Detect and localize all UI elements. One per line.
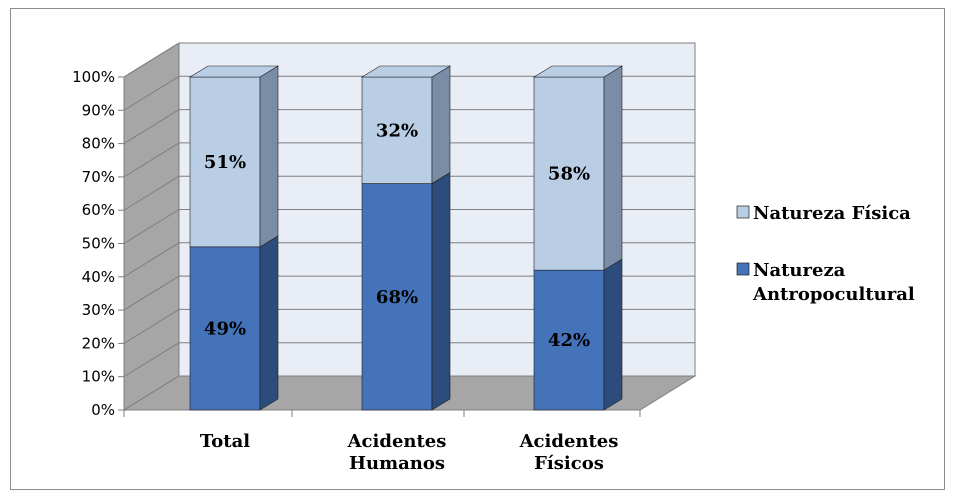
legend-label-line: Natureza: [753, 260, 846, 281]
y-tick-label: 60%: [82, 201, 115, 219]
legend-swatch: [737, 263, 749, 275]
y-tick-label: 100%: [72, 68, 115, 86]
x-category-label-line: Acidentes: [519, 431, 619, 452]
legend-label-line: Natureza Física: [753, 203, 911, 224]
bar-fisica-2-side: [604, 66, 622, 270]
bar-fisica-0-side: [260, 66, 278, 247]
y-tick-label: 10%: [82, 368, 115, 386]
bar-antropocultural-0-side: [260, 236, 278, 410]
y-tick-label: 80%: [82, 135, 115, 153]
y-tick-label: 20%: [82, 334, 115, 352]
y-tick-label: 0%: [91, 401, 115, 419]
legend-label: Natureza Física: [753, 203, 911, 224]
x-category-label-line: Físicos: [534, 453, 604, 474]
data-label: 51%: [204, 152, 246, 173]
x-category-label-line: Total: [200, 431, 250, 452]
x-category-label-line: Humanos: [349, 453, 445, 474]
data-label: 49%: [204, 318, 246, 339]
bar-fisica-1-side: [432, 66, 450, 184]
x-category-label: Acidentes Humanos: [347, 431, 447, 474]
data-label: 58%: [548, 164, 590, 185]
data-label: 68%: [376, 287, 418, 308]
x-category-label: Acidentes Físicos: [519, 431, 619, 474]
x-category-label-line: Acidentes: [347, 431, 447, 452]
y-tick-label: 40%: [82, 268, 115, 286]
data-label: 42%: [548, 330, 590, 351]
x-category-label: Total: [200, 431, 250, 452]
legend-label: Natureza Antropocultural: [752, 260, 915, 305]
y-tick-label: 50%: [82, 235, 115, 253]
y-tick-label: 70%: [82, 168, 115, 186]
bar-antropocultural-1-side: [432, 173, 450, 410]
legend-swatch: [737, 206, 749, 218]
bar-antropocultural-2-side: [604, 259, 622, 410]
y-tick-label: 90%: [82, 101, 115, 119]
legend-label-line: Antropocultural: [752, 284, 915, 305]
y-tick-label: 30%: [82, 301, 115, 319]
data-label: 32%: [376, 120, 418, 141]
